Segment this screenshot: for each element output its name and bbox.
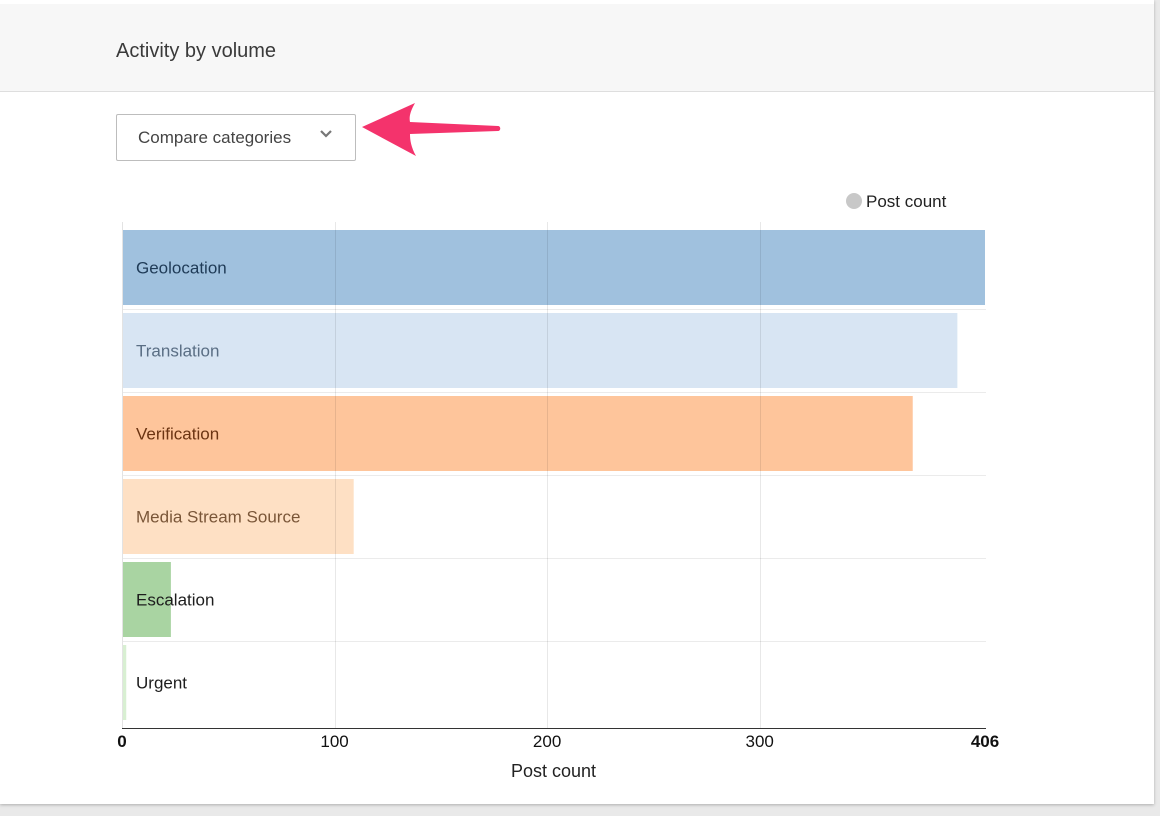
- bar-label: Escalation: [136, 591, 214, 610]
- bar-translation[interactable]: [122, 313, 958, 388]
- x-tick-label: 0: [117, 732, 126, 751]
- chevron-down-icon: [320, 130, 332, 138]
- bar-label: Urgent: [136, 674, 187, 693]
- bar-label: Geolocation: [136, 259, 227, 278]
- dropdown-label: Compare categories: [138, 128, 292, 147]
- grid-lines: [122, 309, 986, 642]
- bar-label: Verification: [136, 425, 219, 444]
- x-tick-label: 200: [533, 732, 561, 751]
- bar-escalation[interactable]: [122, 562, 171, 637]
- legend[interactable]: Post count: [846, 192, 947, 211]
- x-axis: 0 100 200 300 406 Post count: [117, 222, 999, 781]
- x-tick-label: 406: [971, 732, 999, 751]
- bar-media-stream-source[interactable]: [122, 479, 354, 554]
- legend-label: Post count: [866, 192, 947, 211]
- legend-marker: [846, 193, 862, 209]
- bars: Geolocation Translation Verification Media …: [122, 230, 985, 720]
- bar-urgent[interactable]: [122, 645, 127, 720]
- bar-label: Media Stream Source: [136, 508, 300, 527]
- bar-verification[interactable]: [122, 396, 913, 471]
- x-tick-label: 300: [745, 732, 773, 751]
- bar-geolocation[interactable]: [122, 230, 985, 305]
- x-tick-label: 100: [320, 732, 348, 751]
- pointer-arrow-icon: [362, 103, 501, 156]
- card-title: Activity by volume: [116, 40, 277, 62]
- card-header: Activity by volume: [0, 4, 1154, 92]
- bar-label: Translation: [136, 342, 219, 361]
- compare-categories-dropdown[interactable]: Compare categories: [116, 114, 356, 161]
- x-axis-title: Post count: [511, 761, 596, 781]
